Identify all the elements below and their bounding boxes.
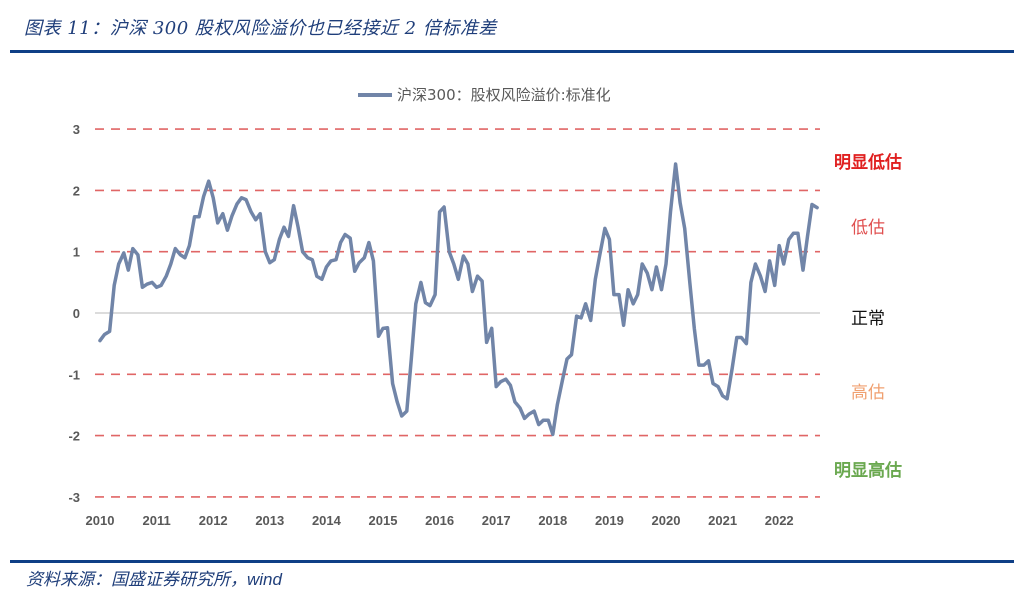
x-tick-label: 2019 <box>595 513 624 528</box>
zone-label-normal: 正常 <box>851 309 885 329</box>
zone-label-undervalued: 低估 <box>851 218 885 238</box>
x-tick-label: 2018 <box>538 513 567 528</box>
x-axis-ticks: 2010 2011 2012 2013 2014 2015 2016 2017 2018 2019… <box>86 513 794 528</box>
x-tick-label: 2015 <box>369 513 398 528</box>
x-tick-label: 2016 <box>425 513 454 528</box>
series-line <box>98 162 819 437</box>
y-tick-label: 0 <box>73 306 80 321</box>
y-tick-label: -2 <box>68 429 80 444</box>
legend-label: 沪深300：股权风险溢价:标准化 <box>397 86 611 104</box>
bottom-rule <box>10 560 1014 563</box>
y-tick-label: 3 <box>73 122 80 137</box>
source-text: 资料来源：国盛证券研究所， <box>26 570 247 590</box>
y-axis-ticks: 3 2 1 0 -1 -2 -3 <box>68 122 80 505</box>
x-tick-label: 2021 <box>708 513 737 528</box>
figure-title: 图表 11：沪深 300 股权风险溢价也已经接近 2 倍标准差 <box>24 18 497 39</box>
y-tick-label: 1 <box>73 245 80 260</box>
y-tick-label: 2 <box>73 183 80 198</box>
x-tick-label: 2011 <box>142 513 170 528</box>
x-tick-label: 2020 <box>652 513 681 528</box>
x-tick-label: 2014 <box>312 513 342 528</box>
x-tick-label: 2012 <box>199 513 228 528</box>
x-tick-label: 2017 <box>482 513 511 528</box>
x-tick-label: 2022 <box>765 513 794 528</box>
y-tick-label: -1 <box>68 367 80 382</box>
source-note: 资料来源：国盛证券研究所，wind <box>26 565 282 590</box>
x-tick-label: 2013 <box>255 513 284 528</box>
source-wind: wind <box>247 570 282 589</box>
zone-label-strong-undervalued: 明显低估 <box>834 152 902 173</box>
reference-lines <box>95 128 820 498</box>
chart-legend: 沪深300：股权风险溢价:标准化 <box>358 86 611 104</box>
zone-label-strong-overvalued: 明显高估 <box>834 460 902 481</box>
top-rule <box>10 50 1014 53</box>
zone-label-overvalued: 高估 <box>851 383 885 403</box>
x-tick-label: 2010 <box>86 513 115 528</box>
y-tick-label: -3 <box>68 490 80 505</box>
